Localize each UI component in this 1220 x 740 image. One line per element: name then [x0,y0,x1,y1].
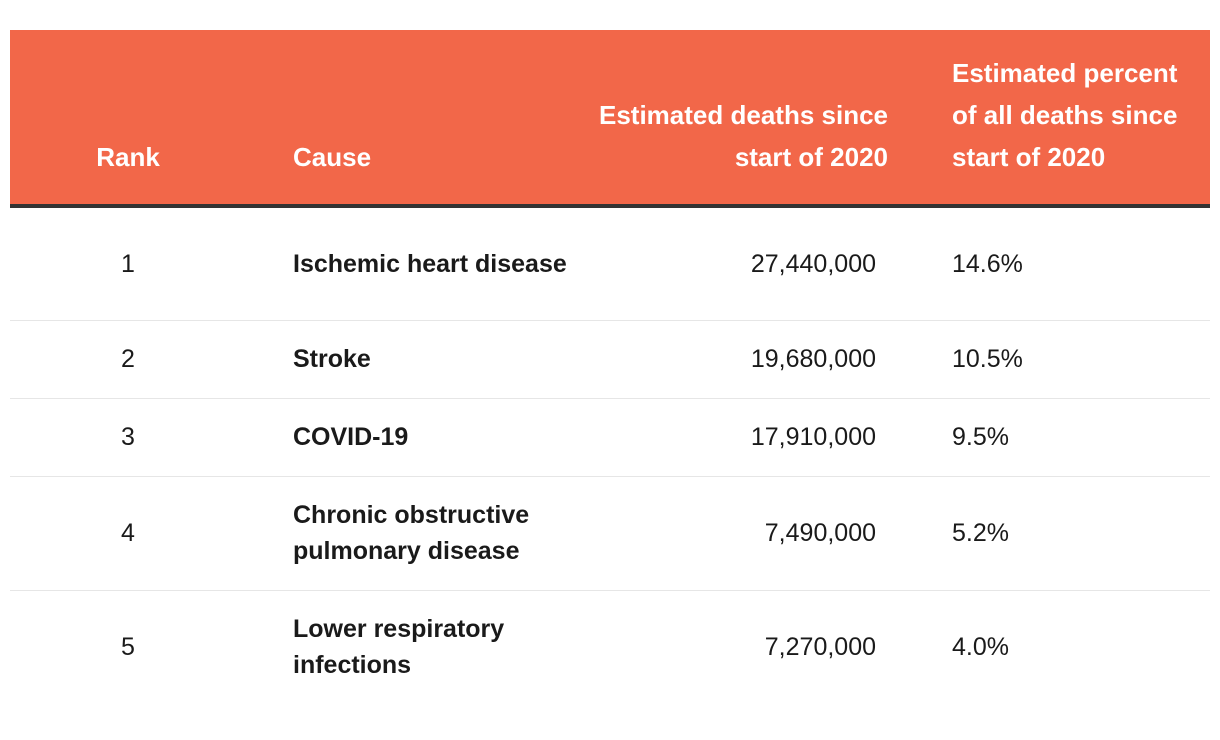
rank-cell: 3 [121,423,135,451]
percent-cell: 9.5% [952,423,1009,451]
table-row: 4 Chronic obstructive pulmonary disease … [10,476,1210,590]
percent-cell: 14.6% [952,249,1023,278]
deaths-cell: 7,270,000 [764,633,876,662]
rank-cell: 4 [121,519,135,547]
percent-cell: 5.2% [952,519,1009,547]
table-row: 1 Ischemic heart disease 27,440,000 14.6… [10,206,1210,320]
table-body: 1 Ischemic heart disease 27,440,000 14.6… [10,206,1210,704]
cause-cell: Lower respiratory infections [293,615,505,680]
header-cause: Cause [246,30,576,208]
header-row: Rank Cause Estimated deaths since start … [10,30,1210,208]
table-row: 2 Stroke 19,680,000 10.5% [10,320,1210,398]
cause-cell: Stroke [293,345,371,373]
table-header: Rank Cause Estimated deaths since start … [10,30,1210,208]
header-estimated-percent: Estimated percent of all deaths since st… [914,30,1210,208]
header-estimated-deaths: Estimated deaths since start of 2020 [576,30,914,208]
cause-cell: Ischemic heart disease [293,249,567,278]
deaths-cell: 27,440,000 [750,249,876,278]
percent-cell: 4.0% [952,633,1009,662]
deaths-cell: 19,680,000 [750,345,876,373]
deaths-cell: 7,490,000 [764,519,876,547]
table-row: 3 COVID-19 17,910,000 9.5% [10,398,1210,476]
cause-cell: COVID-19 [293,423,409,451]
header-rank: Rank [10,30,246,208]
rank-cell: 5 [121,633,135,662]
percent-cell: 10.5% [952,345,1023,373]
cause-cell: Chronic obstructive pulmonary disease [293,501,530,565]
deaths-cell: 17,910,000 [750,423,876,451]
causes-of-death-table-container: Rank Cause Estimated deaths since start … [10,30,1210,704]
causes-of-death-table: Rank Cause Estimated deaths since start … [10,30,1210,704]
rank-cell: 2 [121,345,135,373]
table-row: 5 Lower respiratory infections 7,270,000… [10,590,1210,704]
rank-cell: 1 [121,249,135,278]
